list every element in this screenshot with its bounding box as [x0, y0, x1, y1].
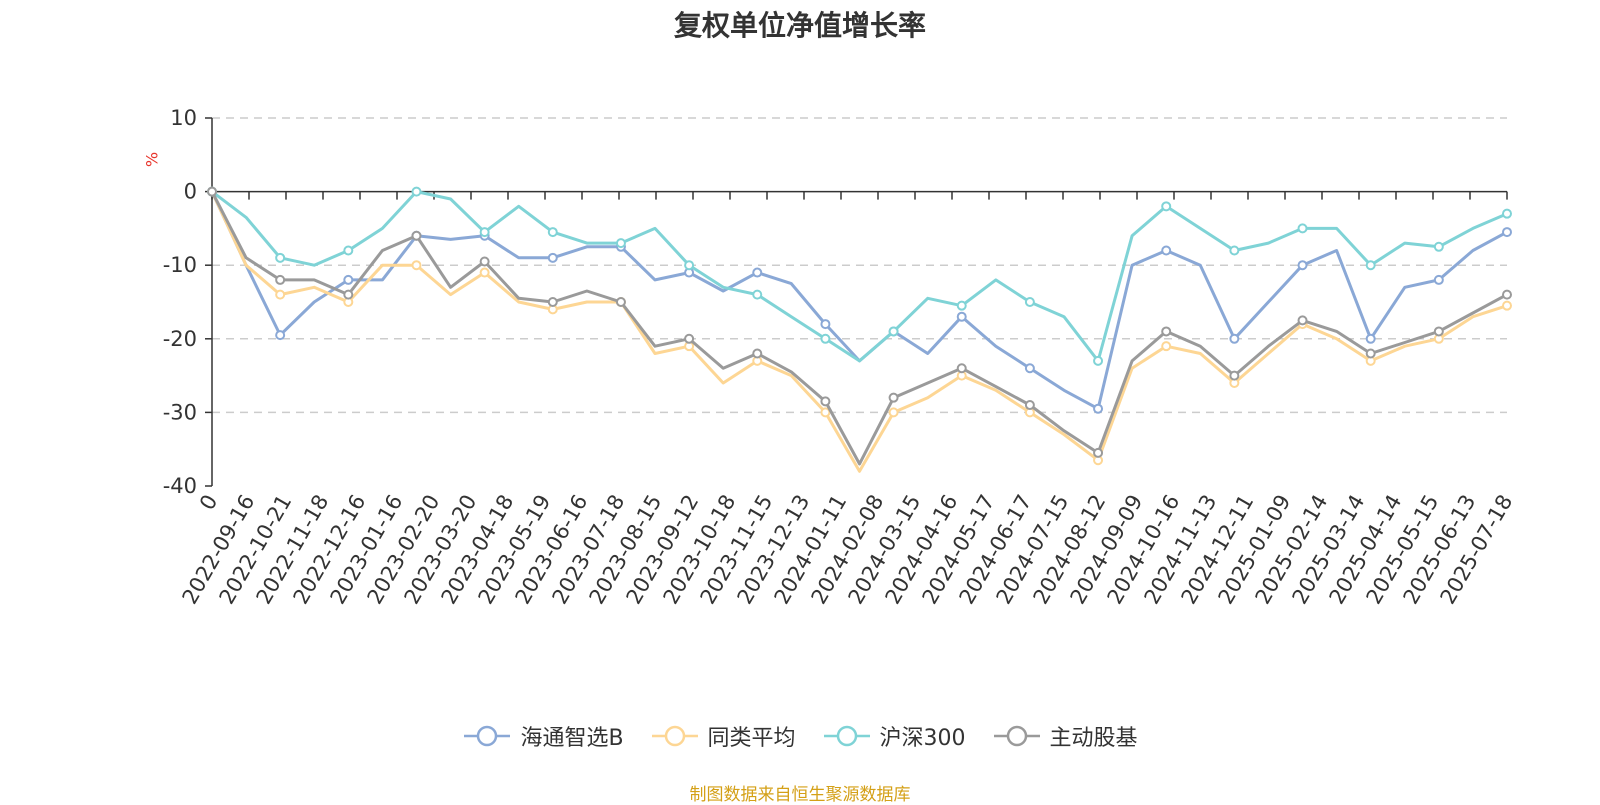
series-4-point: [888, 392, 899, 403]
legend-label: 沪深300: [879, 726, 966, 751]
series-4-point: [207, 186, 217, 197]
series-line-1: [210, 190, 1508, 411]
data-source-note: 制图数据来自恒生聚源数据库: [689, 785, 911, 805]
legend-label: 主动股基: [1049, 726, 1138, 751]
series-4-point: [1502, 289, 1512, 300]
series-3-point: [888, 326, 899, 337]
series-3-point: [547, 227, 558, 238]
label-layer: 100-10-20-30-4002022-09-162022-10-212022…: [163, 106, 1518, 608]
series-1-point: [820, 319, 831, 330]
series-line-3: [211, 190, 1508, 363]
series-1-point: [752, 267, 763, 278]
series-3-point: [1229, 245, 1240, 256]
series-2-point: [1161, 341, 1172, 352]
series-4-point: [956, 363, 967, 374]
series-4-point: [615, 297, 626, 307]
legend-marker-icon: [1006, 725, 1027, 747]
series-3-point: [1502, 208, 1512, 219]
y-tick-label: -30: [163, 400, 197, 424]
series-1-point: [343, 274, 354, 285]
axis-layer: [205, 117, 1508, 487]
series-4-point: [1297, 315, 1308, 326]
y-tick-label: 10: [170, 106, 197, 130]
y-tick-label: -40: [163, 474, 197, 498]
series-3-point: [1365, 260, 1376, 271]
series-1-point: [1229, 333, 1240, 344]
legend-item[interactable]: 同类平均: [650, 720, 796, 752]
legend-marker-icon: [664, 725, 685, 747]
series-2-point: [820, 407, 831, 418]
series-4-point: [1161, 326, 1172, 337]
series-1-point: [275, 330, 286, 341]
legend-swatch-icon: [464, 725, 511, 747]
series-3-point: [752, 289, 763, 300]
series-1-point: [1365, 333, 1376, 344]
series-3-point: [820, 333, 831, 344]
series-1-point: [1502, 227, 1512, 238]
grid-layer: [212, 117, 1507, 414]
series-line-2: [210, 190, 1508, 473]
series-3-point: [1433, 241, 1444, 252]
series-4-point: [1024, 400, 1035, 411]
legend-marker-icon: [836, 725, 857, 747]
series-2-point: [479, 267, 490, 278]
y-tick-label: -10: [163, 253, 197, 277]
series-3-point: [1161, 201, 1172, 212]
y-tick-label: 0: [184, 180, 197, 204]
chart-title: 复权单位净值增长率: [673, 9, 926, 42]
series-4-point: [1365, 348, 1376, 359]
series-1-point: [1433, 274, 1444, 285]
series-3-point: [411, 186, 422, 197]
series-4-point: [1229, 370, 1240, 381]
series-4-point: [343, 289, 354, 300]
series-1-point: [956, 311, 967, 322]
series-1-point: [1161, 245, 1172, 256]
series-3-point: [615, 238, 626, 249]
x-tick-label: 0: [195, 491, 222, 515]
legend-swatch-icon: [993, 725, 1040, 747]
series-1-point: [547, 252, 558, 263]
series-line-4: [210, 190, 1508, 466]
series-2-point: [888, 407, 899, 418]
legend-label: 同类平均: [707, 726, 796, 751]
legend-marker-icon: [477, 725, 498, 747]
series-4-point: [479, 256, 490, 267]
series-4-point: [547, 297, 558, 307]
series-3-point: [275, 252, 286, 263]
series-4-point: [1093, 447, 1104, 458]
series-4-point: [820, 396, 831, 407]
series-2-point: [275, 289, 286, 300]
legend-item[interactable]: 主动股基: [992, 720, 1138, 752]
legend-item[interactable]: 沪深300: [822, 720, 966, 752]
series-3-point: [684, 260, 695, 271]
y-tick-label: -20: [163, 327, 197, 351]
series-4-point: [411, 230, 422, 241]
series-4-point: [275, 274, 286, 285]
series-1-point: [1297, 260, 1308, 271]
series-3-point: [343, 245, 354, 256]
series-4-point: [752, 348, 763, 359]
series-1-point: [1024, 363, 1035, 374]
series-3-point: [956, 300, 967, 311]
series-3-point: [1093, 355, 1104, 366]
series-3-point: [1297, 223, 1308, 234]
legend-item[interactable]: 海通智选B: [462, 720, 624, 752]
legend-swatch-icon: [651, 725, 698, 747]
series-2-point: [411, 260, 422, 271]
series-layer: [207, 186, 1512, 473]
series-4-point: [1433, 326, 1444, 337]
series-2-point: [1502, 300, 1512, 311]
series-3-point: [1024, 297, 1035, 307]
series-1-point: [1093, 403, 1104, 414]
series-4-point: [684, 333, 695, 344]
legend-label: 海通智选B: [520, 726, 624, 751]
legend: 海通智选B 同类平均 沪深300 主动股基: [0, 720, 1600, 752]
series-3-point: [479, 227, 490, 238]
legend-swatch-icon: [823, 725, 870, 747]
